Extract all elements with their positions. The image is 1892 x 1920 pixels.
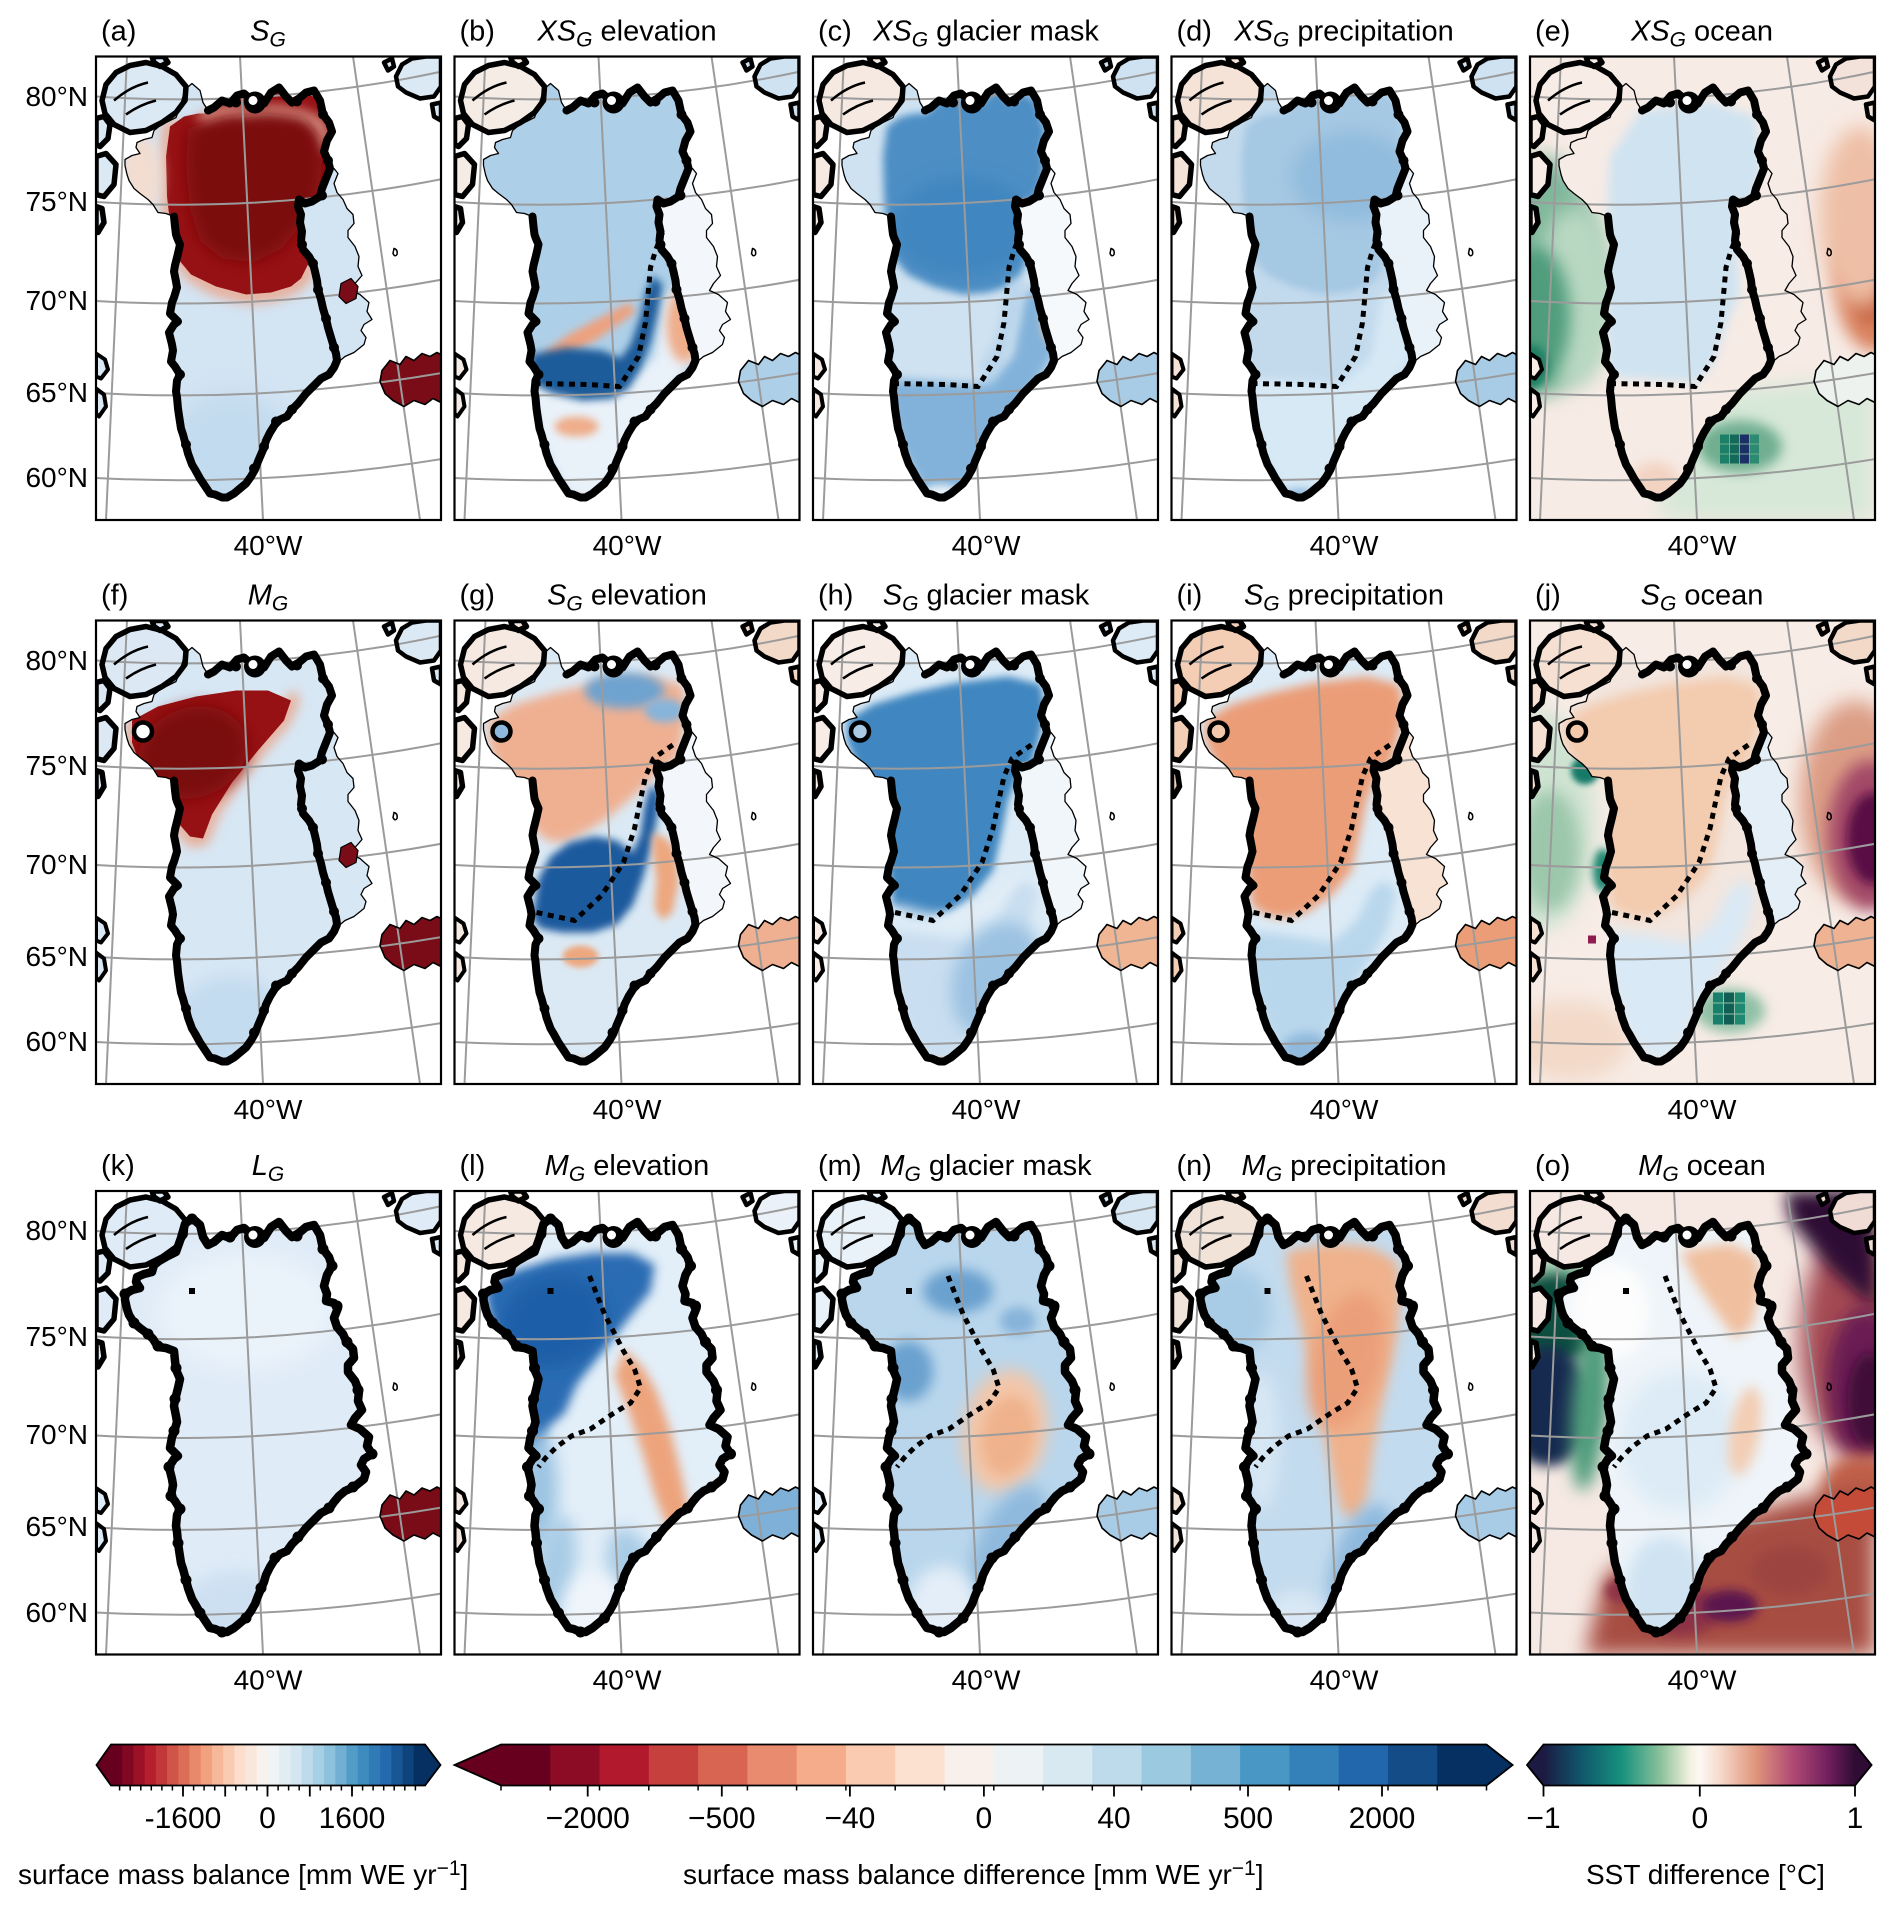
svg-text:(h): (h) [818,580,853,612]
svg-text:(d): (d) [1177,16,1212,48]
svg-text:(k): (k) [101,1150,135,1182]
svg-text:40°W: 40°W [593,1665,662,1696]
svg-text:(j): (j) [1535,580,1561,612]
svg-text:40°W: 40°W [952,530,1021,561]
svg-text:60°N: 60°N [25,1597,88,1628]
svg-text:80°N: 80°N [25,81,88,112]
svg-text:surface mass balance differenc: surface mass balance difference [mm WE y… [683,1857,1264,1890]
svg-text:40°W: 40°W [1668,1665,1737,1696]
svg-text:MG precipitation: MG precipitation [1242,1150,1447,1186]
svg-text:70°N: 70°N [25,1419,88,1450]
svg-text:LG: LG [252,1150,284,1186]
svg-text:80°N: 80°N [25,645,88,676]
svg-text:40: 40 [1097,1802,1130,1835]
svg-text:(i): (i) [1177,580,1203,612]
svg-text:(a): (a) [101,16,136,48]
svg-text:60°N: 60°N [25,462,88,493]
svg-text:40°W: 40°W [234,1665,303,1696]
svg-text:MG elevation: MG elevation [545,1150,710,1186]
svg-text:(n): (n) [1177,1150,1212,1182]
svg-text:(o): (o) [1535,1150,1570,1182]
svg-text:(g): (g) [460,580,495,612]
svg-text:40°W: 40°W [1310,530,1379,561]
svg-text:65°N: 65°N [25,377,88,408]
svg-text:0: 0 [1691,1802,1708,1835]
svg-text:40°W: 40°W [593,1094,662,1125]
svg-text:75°N: 75°N [25,750,88,781]
svg-text:(b): (b) [460,16,495,48]
svg-text:MG glacier mask: MG glacier mask [880,1150,1092,1186]
svg-text:70°N: 70°N [25,849,88,880]
svg-text:(f): (f) [101,580,128,612]
svg-text:MG ocean: MG ocean [1638,1150,1766,1186]
svg-text:65°N: 65°N [25,941,88,972]
svg-text:−500: −500 [688,1802,756,1835]
svg-text:40°W: 40°W [234,530,303,561]
svg-text:(e): (e) [1535,16,1570,48]
svg-text:40°W: 40°W [1310,1094,1379,1125]
svg-text:40°W: 40°W [952,1665,1021,1696]
svg-text:75°N: 75°N [25,186,88,217]
svg-text:(c): (c) [818,16,852,48]
svg-text:SG: SG [250,16,286,52]
svg-text:SG precipitation: SG precipitation [1244,580,1444,616]
svg-text:SST difference [°C]: SST difference [°C] [1586,1859,1825,1890]
svg-text:−1: −1 [1526,1802,1560,1835]
svg-text:surface mass balance [mm WE yr: surface mass balance [mm WE yr−1] [18,1857,468,1890]
svg-text:70°N: 70°N [25,285,88,316]
svg-text:60°N: 60°N [25,1026,88,1057]
svg-text:(m): (m) [818,1150,861,1182]
svg-text:0: 0 [259,1802,276,1835]
svg-text:40°W: 40°W [1668,530,1737,561]
svg-text:XSG ocean: XSG ocean [1630,16,1773,52]
svg-text:75°N: 75°N [25,1321,88,1352]
svg-text:−2000: −2000 [546,1802,630,1835]
svg-text:500: 500 [1223,1802,1273,1835]
svg-text:SG ocean: SG ocean [1641,580,1764,616]
svg-text:40°W: 40°W [1668,1094,1737,1125]
svg-text:0: 0 [976,1802,993,1835]
svg-text:65°N: 65°N [25,1511,88,1542]
svg-text:-1600: -1600 [145,1802,222,1835]
svg-text:2000: 2000 [1349,1802,1416,1835]
svg-text:XSG precipitation: XSG precipitation [1233,16,1453,52]
svg-text:MG: MG [248,580,289,616]
svg-text:SG elevation: SG elevation [547,580,707,616]
svg-text:1: 1 [1847,1802,1864,1835]
svg-text:SG glacier mask: SG glacier mask [883,580,1090,616]
svg-text:40°W: 40°W [593,530,662,561]
svg-text:40°W: 40°W [952,1094,1021,1125]
svg-text:XSG glacier mask: XSG glacier mask [872,16,1099,52]
svg-text:XSG elevation: XSG elevation [536,16,716,52]
svg-text:(l): (l) [460,1150,486,1182]
svg-text:40°W: 40°W [234,1094,303,1125]
svg-text:−40: −40 [824,1802,875,1835]
svg-text:80°N: 80°N [25,1215,88,1246]
svg-text:1600: 1600 [319,1802,386,1835]
svg-text:40°W: 40°W [1310,1665,1379,1696]
